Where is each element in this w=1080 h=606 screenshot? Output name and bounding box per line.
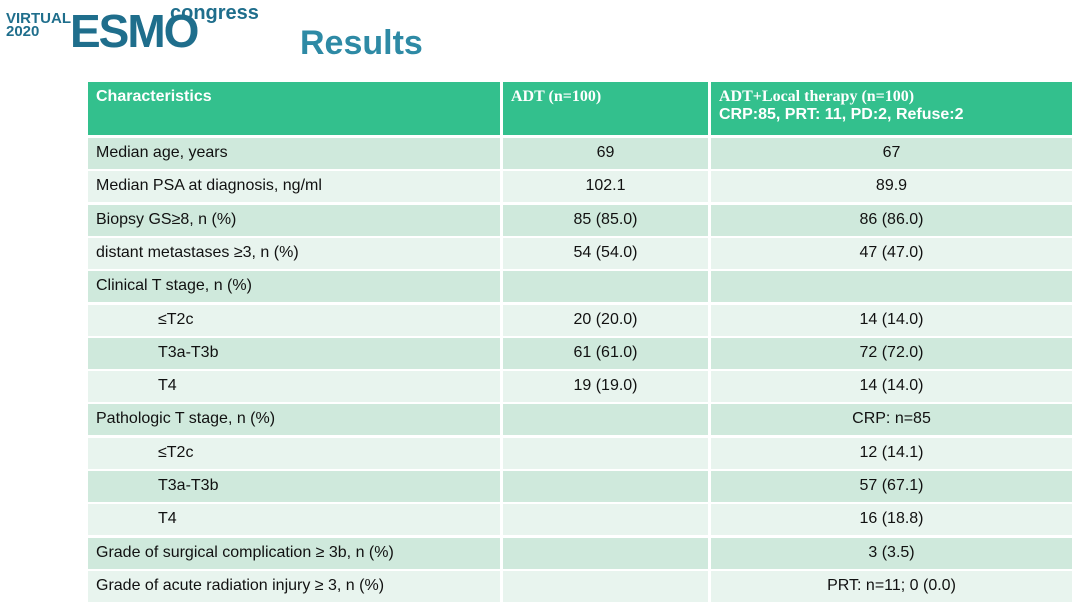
table-cell: distant metastases ≥3, n (%) bbox=[88, 237, 500, 269]
table-cell: Median age, years bbox=[88, 138, 500, 169]
table-cell: 67 bbox=[711, 138, 1072, 169]
table-cell: 89.9 bbox=[711, 171, 1072, 203]
table-cell bbox=[503, 437, 708, 469]
header-text: Characteristics bbox=[96, 88, 212, 105]
table-cell: Grade of surgical complication ≥ 3b, n (… bbox=[88, 537, 500, 569]
table-cell: Biopsy GS≥8, n (%) bbox=[88, 204, 500, 236]
table-cell: Pathologic T stage, n (%) bbox=[88, 404, 500, 436]
table-row: Median PSA at diagnosis, ng/ml 102.1 89.9 bbox=[88, 171, 1072, 203]
table-row: Clinical T stage, n (%) bbox=[88, 271, 1072, 303]
table-cell: T3a-T3b bbox=[88, 337, 500, 369]
table-cell bbox=[503, 570, 708, 602]
table-row: ≤T2c 12 (14.1) bbox=[88, 437, 1072, 469]
table-cell: Median PSA at diagnosis, ng/ml bbox=[88, 171, 500, 203]
logo-main: ESMO bbox=[70, 5, 199, 57]
table-cell: Clinical T stage, n (%) bbox=[88, 271, 500, 303]
table-cell: 102.1 bbox=[503, 171, 708, 203]
table-cell: 86 (86.0) bbox=[711, 204, 1072, 236]
table-cell: ≤T2c bbox=[88, 304, 500, 336]
table-cell: 47 (47.0) bbox=[711, 237, 1072, 269]
table-cell: PRT: n=11; 0 (0.0) bbox=[711, 570, 1072, 602]
table-cell: 57 (67.1) bbox=[711, 471, 1072, 502]
table-row: Grade of surgical complication ≥ 3b, n (… bbox=[88, 537, 1072, 569]
table-cell: 69 bbox=[503, 138, 708, 169]
table-row: T4 19 (19.0) 14 (14.0) bbox=[88, 371, 1072, 403]
header-cell: Characteristics bbox=[88, 82, 500, 135]
table-cell: 14 (14.0) bbox=[711, 371, 1072, 403]
table-cell: 85 (85.0) bbox=[503, 204, 708, 236]
table-row: Biopsy GS≥8, n (%) 85 (85.0) 86 (86.0) bbox=[88, 204, 1072, 236]
table-cell: 72 (72.0) bbox=[711, 337, 1072, 369]
table-cell: 12 (14.1) bbox=[711, 437, 1072, 469]
table-cell: T4 bbox=[88, 371, 500, 403]
header-text: CRP:85, PRT: 11, PD:2, Refuse:2 bbox=[719, 106, 964, 123]
table-row: T3a-T3b 61 (61.0) 72 (72.0) bbox=[88, 337, 1072, 369]
table-cell: T4 bbox=[88, 504, 500, 536]
table-row: Pathologic T stage, n (%) CRP: n=85 bbox=[88, 404, 1072, 436]
table-cell bbox=[503, 537, 708, 569]
table-cell bbox=[503, 404, 708, 436]
table-cell bbox=[503, 504, 708, 536]
table-row: Grade of acute radiation injury ≥ 3, n (… bbox=[88, 570, 1072, 602]
table-cell: Grade of acute radiation injury ≥ 3, n (… bbox=[88, 570, 500, 602]
table-row: T3a-T3b 57 (67.1) bbox=[88, 471, 1072, 502]
table-cell: 20 (20.0) bbox=[503, 304, 708, 336]
header-cell: ADT+Local therapy (n=100) CRP:85, PRT: 11… bbox=[711, 82, 1072, 135]
table-cell: T3a-T3b bbox=[88, 471, 500, 502]
slide-title: Results bbox=[300, 24, 423, 62]
table-cell: 19 (19.0) bbox=[503, 371, 708, 403]
header-cell: ADT (n=100) bbox=[503, 82, 708, 135]
table-cell: 14 (14.0) bbox=[711, 304, 1072, 336]
table-cell: 54 (54.0) bbox=[503, 237, 708, 269]
table-cell: 3 (3.5) bbox=[711, 537, 1072, 569]
table-cell bbox=[503, 471, 708, 502]
logo-virtual: VIRTUAL 2020 bbox=[6, 10, 71, 40]
header-text: ADT+Local therapy (n=100) bbox=[719, 88, 915, 105]
header-text: ADT (n=100) bbox=[511, 88, 602, 105]
table-cell: ≤T2c bbox=[88, 437, 500, 469]
table-cell: 16 (18.8) bbox=[711, 504, 1072, 536]
table-row: ≤T2c 20 (20.0) 14 (14.0) bbox=[88, 304, 1072, 336]
logo-virtual-text: VIRTUAL bbox=[6, 10, 71, 27]
table-cell bbox=[711, 271, 1072, 303]
table-row: Median age, years 69 67 bbox=[88, 138, 1072, 169]
logo-sup: congress bbox=[170, 2, 259, 24]
logo-year: 2020 bbox=[6, 23, 40, 40]
table-cell: 61 (61.0) bbox=[503, 337, 708, 369]
table-cell bbox=[503, 271, 708, 303]
table-row: T4 16 (18.8) bbox=[88, 504, 1072, 536]
table-row: distant metastases ≥3, n (%) 54 (54.0) 47 … bbox=[88, 237, 1072, 269]
table-cell: CRP: n=85 bbox=[711, 404, 1072, 436]
